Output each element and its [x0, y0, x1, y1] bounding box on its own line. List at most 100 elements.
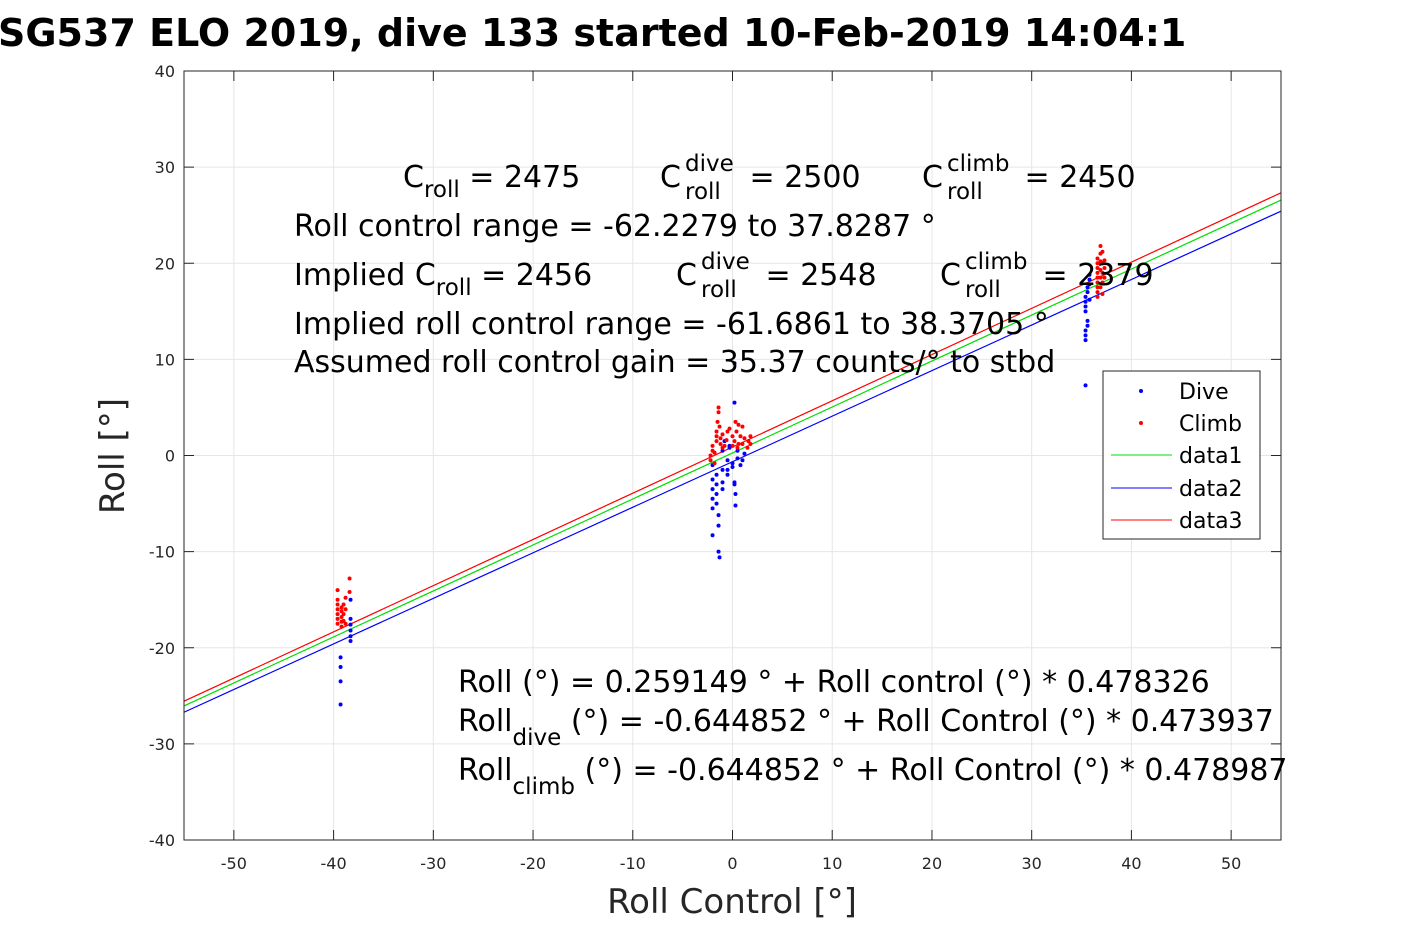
point-dive: [717, 555, 722, 560]
point-climb: [335, 612, 340, 617]
point-dive: [710, 533, 715, 538]
x-tick-label: -30: [420, 854, 446, 873]
point-dive: [1085, 290, 1090, 295]
point-climb: [717, 424, 722, 429]
x-tick-label: 50: [1221, 854, 1241, 873]
point-climb: [746, 439, 751, 444]
point-climb: [341, 602, 346, 607]
point-dive: [1083, 328, 1088, 333]
point-climb: [718, 441, 723, 446]
point-climb: [1095, 285, 1100, 290]
x-tick-label: -40: [321, 854, 347, 873]
point-climb: [740, 424, 745, 429]
scatter-points: [335, 243, 1107, 707]
point-dive: [720, 448, 725, 453]
point-dive: [714, 501, 719, 506]
point-climb: [335, 588, 340, 593]
point-climb: [343, 595, 348, 600]
point-dive: [1085, 285, 1090, 290]
point-dive: [710, 487, 715, 492]
point-dive: [1087, 277, 1092, 282]
x-tick-label: 30: [1022, 854, 1042, 873]
y-tick-label: 30: [155, 158, 175, 177]
y-tick-label: 20: [155, 254, 175, 273]
fit-all-equation: Roll (°) = 0.259149 ° + Roll control (°)…: [458, 665, 1210, 700]
legend-dive-label: Dive: [1179, 380, 1229, 405]
point-climb: [1095, 270, 1100, 275]
point-climb: [335, 602, 340, 607]
y-tick-label: -10: [149, 543, 175, 562]
x-tick-label: 40: [1121, 854, 1141, 873]
point-dive: [716, 513, 721, 518]
point-dive: [720, 480, 725, 485]
point-dive: [742, 451, 747, 456]
point-climb: [1098, 243, 1103, 248]
y-tick-label: 40: [155, 62, 175, 81]
point-climb: [347, 589, 352, 594]
point-climb: [727, 426, 732, 431]
implied-c-roll-annotation: Implied Croll = 2456: [294, 258, 592, 301]
point-climb: [735, 445, 740, 450]
point-dive: [1083, 304, 1088, 309]
point-climb: [715, 419, 720, 424]
point-climb: [732, 439, 737, 444]
point-climb: [1095, 290, 1100, 295]
point-dive: [348, 639, 353, 644]
point-climb: [339, 605, 344, 610]
point-dive: [1087, 282, 1092, 287]
point-climb: [1100, 270, 1105, 275]
legend-climb-marker: [1139, 421, 1143, 425]
point-dive: [714, 491, 719, 496]
point-dive: [732, 400, 737, 405]
point-dive: [348, 622, 353, 627]
point-climb: [736, 422, 741, 427]
point-climb: [712, 461, 717, 466]
point-dive: [1083, 383, 1088, 388]
point-dive: [348, 628, 353, 633]
point-dive: [738, 463, 743, 468]
point-dive: [710, 477, 715, 482]
y-axis-label: Roll [°]: [93, 398, 133, 514]
point-climb: [748, 434, 753, 439]
point-climb: [738, 434, 743, 439]
point-climb: [335, 616, 340, 621]
point-dive: [720, 467, 725, 472]
point-dive: [730, 461, 735, 466]
point-climb: [1095, 261, 1100, 266]
point-dive: [735, 456, 740, 461]
point-dive: [338, 702, 343, 707]
legend-data3-label: data3: [1179, 509, 1243, 534]
point-climb: [1102, 258, 1107, 263]
x-tick-label: 10: [822, 854, 842, 873]
point-climb: [335, 597, 340, 602]
point-dive: [730, 465, 735, 470]
point-dive: [740, 458, 745, 463]
point-climb: [712, 450, 717, 455]
point-dive: [338, 655, 343, 660]
point-climb: [343, 607, 348, 612]
point-climb: [722, 443, 727, 448]
roll-control-range-annotation: Roll control range = -62.2279 to 37.8287…: [294, 209, 936, 244]
point-dive: [716, 549, 721, 554]
point-climb: [716, 405, 721, 410]
point-climb: [742, 436, 747, 441]
point-climb: [730, 443, 735, 448]
y-tick-label: -40: [149, 831, 175, 850]
ticks: -50 -40 -30 -20 -10 0 10 20 30 40 50 -40 -30 -20 -10 0 1…: [149, 62, 1281, 873]
point-climb: [708, 458, 713, 463]
point-climb: [1098, 267, 1103, 272]
point-dive: [732, 361, 737, 366]
point-climb: [1095, 294, 1100, 299]
legend: Dive Climb data1 data2 data3: [1102, 370, 1261, 540]
point-dive: [720, 487, 725, 492]
x-tick-label: -50: [221, 854, 247, 873]
legend-dive-marker: [1139, 389, 1143, 393]
point-climb: [710, 443, 715, 448]
point-climb: [1102, 266, 1107, 271]
legend-data2-label: data2: [1179, 477, 1243, 502]
point-dive: [1083, 338, 1088, 343]
point-dive: [1083, 309, 1088, 314]
point-dive: [1087, 297, 1092, 302]
